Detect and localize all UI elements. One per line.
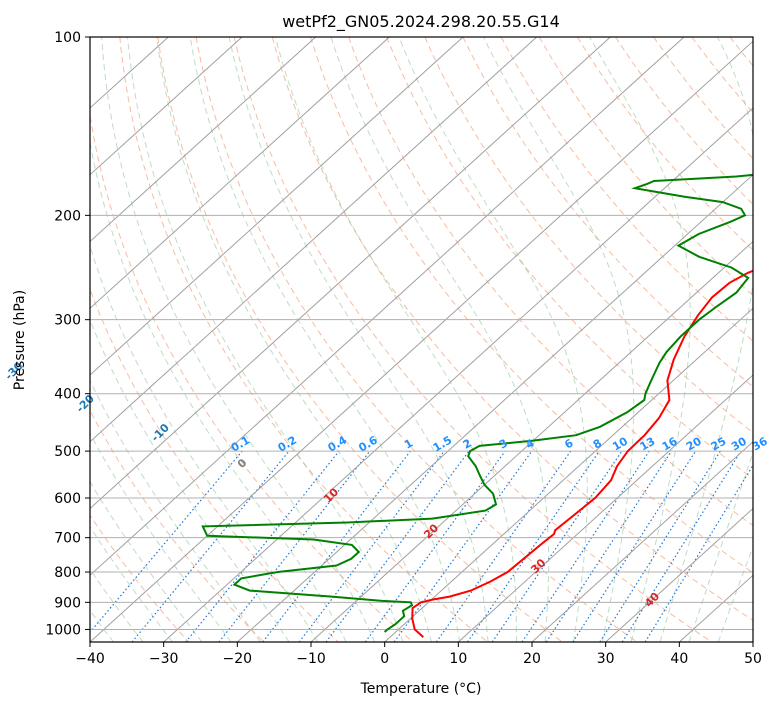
mixing-ratio-line <box>185 450 340 642</box>
dry-adiabat-line <box>157 37 563 642</box>
dry-adiabat-line <box>386 37 753 480</box>
isotherm-line <box>163 107 753 642</box>
x-tick-label: 50 <box>744 651 762 667</box>
y-tick-label: 800 <box>54 565 81 581</box>
isotherm-line <box>90 37 317 243</box>
dry-adiabat-line <box>271 37 753 621</box>
isotherm-line <box>310 240 753 642</box>
mixing-ratio-line <box>90 450 243 634</box>
chart-title: wetPf2_GN05.2024.298.20.55.G14 <box>282 12 560 32</box>
gridlines <box>90 37 753 642</box>
mixing-ratio-line <box>467 450 600 642</box>
dry-adiabat-line <box>233 37 712 642</box>
moist-adiabat-line <box>101 37 376 642</box>
mixing-ratio-line <box>393 450 533 642</box>
dry-adiabat-line <box>90 514 190 642</box>
mixing-ratio-line <box>364 450 506 642</box>
mixing-ratio-line <box>218 450 371 642</box>
y-tick-label: 300 <box>54 313 81 329</box>
isotherm-line <box>236 174 753 642</box>
x-tick-label: −10 <box>296 651 326 667</box>
mixing-ratio-line <box>262 450 411 642</box>
isotherm-line <box>90 37 390 309</box>
x-tick-label: −40 <box>75 651 105 667</box>
dry-adiabat-line <box>500 37 753 342</box>
plot-frame <box>89 36 754 643</box>
y-tick-label: 700 <box>54 531 81 547</box>
mixing-ratio-line <box>131 450 290 642</box>
temperature-profile-line <box>411 269 753 638</box>
y-axis-label: Pressure (hPa) <box>12 290 28 390</box>
y-tick-label: 400 <box>54 387 81 403</box>
y-tick-label: 1000 <box>45 622 81 638</box>
dry-adiabat-line <box>348 37 753 527</box>
isotherm-line <box>90 37 243 176</box>
isotherm-line <box>457 374 753 642</box>
sounding-profiles <box>201 173 753 638</box>
y-tick-label: 600 <box>54 491 81 507</box>
mixing-ratio-line <box>599 450 721 642</box>
dry-adiabat-line <box>310 37 753 574</box>
isotherm-line <box>90 37 685 576</box>
y-tick-label: 900 <box>54 595 81 611</box>
isotherm-line <box>531 441 753 642</box>
mixing-ratio-line <box>572 450 697 642</box>
moist-adiabat-line <box>127 37 404 642</box>
dry-adiabat-line <box>424 37 753 434</box>
x-axis-label: Temperature (°C) <box>360 681 482 697</box>
dry-adiabat-line <box>195 37 638 642</box>
dry-adiabat-line <box>462 37 753 388</box>
y-axis: 100 200 300 400 500 600 700 800 900 1000 <box>45 30 90 638</box>
isotherm-line <box>90 37 611 510</box>
y-tick-label: 100 <box>54 30 81 46</box>
x-tick-label: 0 <box>380 651 389 667</box>
dry-adiabat-line <box>538 37 753 297</box>
dry-adiabat-line <box>90 288 339 642</box>
isotherm-line <box>90 37 464 376</box>
dry-adiabat-line <box>90 112 414 642</box>
mixing-ratio-line <box>621 450 742 642</box>
x-tick-label: 30 <box>597 651 615 667</box>
dry-adiabat-line <box>119 37 488 642</box>
y-tick-label: 200 <box>54 208 81 224</box>
x-tick-label: 40 <box>670 651 688 667</box>
mixing-ratio-line <box>435 450 572 642</box>
x-tick-label: −30 <box>149 651 179 667</box>
x-tick-label: 10 <box>449 651 467 667</box>
x-axis: −40 −30 −20 −10 0 10 20 30 40 50 <box>75 642 762 667</box>
x-tick-label: 20 <box>523 651 541 667</box>
y-tick-label: 500 <box>54 444 81 460</box>
isotherm-line <box>90 40 753 642</box>
isotherm-line <box>384 307 753 642</box>
x-tick-label: −20 <box>223 651 253 667</box>
isotherm-line <box>90 37 538 443</box>
dry-adiabat-line <box>576 37 753 251</box>
mixing-ratio-line <box>491 450 623 642</box>
dewpoint-profile-line <box>201 173 753 633</box>
dry-adiabat-line <box>90 409 264 642</box>
isotherm-line <box>605 507 753 642</box>
mixing-ratio-line <box>644 464 753 642</box>
